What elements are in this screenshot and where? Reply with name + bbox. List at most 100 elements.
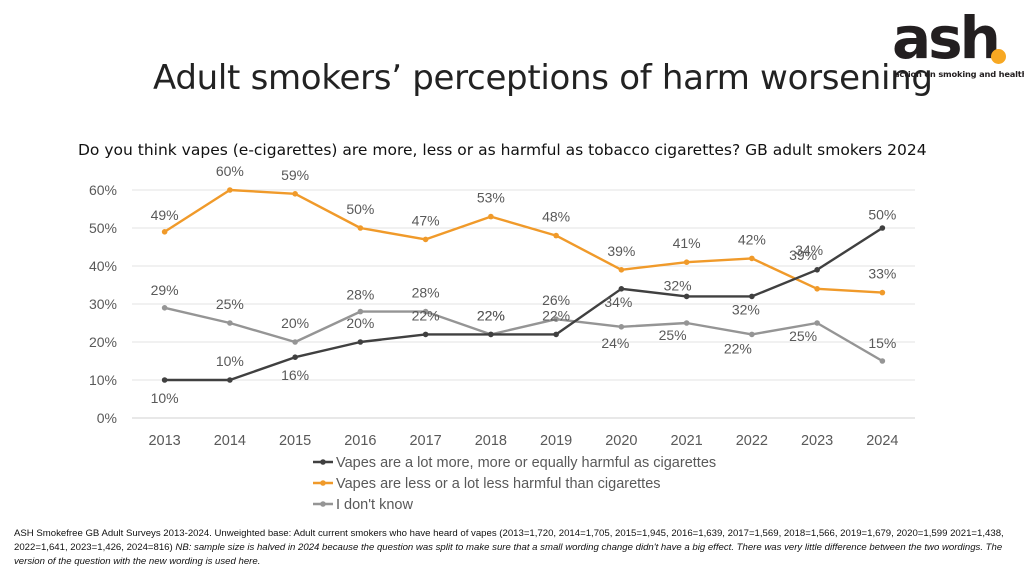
marker-more-harmful (292, 354, 298, 361)
x-tick-label: 2021 (670, 433, 702, 449)
label-less-harmful: 50% (346, 201, 374, 217)
marker-dont-know (749, 331, 755, 338)
logo-dot (991, 49, 1006, 64)
marker-dont-know (161, 305, 168, 311)
marker-more-harmful (553, 331, 559, 338)
marker-less-harmful (488, 213, 494, 220)
marker-more-harmful (227, 377, 233, 383)
label-more-harmful: 16% (281, 367, 309, 383)
x-tick-label: 2015 (279, 433, 311, 449)
x-tick-label: 2019 (540, 433, 572, 449)
line-more-harmful (164, 226, 884, 382)
x-tick-label: 2022 (736, 433, 768, 449)
marker-more-harmful (618, 286, 625, 292)
marker-more-harmful (488, 331, 494, 338)
marker-more-harmful (814, 267, 820, 273)
marker-more-harmful (749, 293, 755, 300)
footnote-note: NB: sample size is halved in 2024 becaus… (14, 542, 1003, 567)
marker-dont-know (357, 308, 364, 315)
label-less-harmful: 42% (738, 231, 766, 247)
marker-less-harmful (749, 255, 755, 262)
label-less-harmful: 48% (542, 209, 570, 225)
marker-more-harmful (161, 377, 168, 383)
label-more-harmful: 22% (412, 307, 440, 323)
label-more-harmful: 20% (346, 315, 374, 331)
footnote-source: ASH Smokefree GB Adult Surveys 2013-2024… (14, 528, 1004, 553)
y-tick-label: 60% (89, 182, 117, 198)
ash-logo: ash action on smoking and health (892, 6, 1024, 84)
marker-more-harmful (879, 225, 886, 231)
marker-less-harmful (553, 232, 559, 239)
label-dont-know: 25% (789, 328, 817, 344)
label-more-harmful: 32% (732, 301, 760, 317)
y-tick-label: 10% (89, 372, 117, 388)
marker-less-harmful (161, 229, 168, 235)
x-tick-label: 2023 (801, 433, 833, 449)
x-tick-label: 2020 (605, 433, 637, 449)
line-dont-know (164, 306, 883, 363)
marker-dont-know (814, 320, 820, 326)
marker-dont-know (683, 320, 690, 326)
label-more-harmful: 39% (789, 247, 817, 263)
label-dont-know: 26% (542, 292, 570, 308)
y-tick-label: 30% (89, 296, 117, 312)
label-dont-know: 22% (477, 307, 505, 323)
label-less-harmful: 47% (412, 212, 440, 228)
legend-label: I don't know (336, 497, 413, 513)
marker-dont-know (422, 308, 429, 315)
marker-less-harmful (292, 191, 298, 197)
legend-marker (320, 480, 326, 486)
label-less-harmful: 33% (868, 266, 896, 282)
line-less-harmful (163, 188, 883, 294)
marker-less-harmful (422, 236, 429, 243)
legend-label: Vapes are less or a lot less harmful tha… (336, 476, 661, 492)
label-more-harmful: 22% (542, 307, 570, 323)
label-more-harmful: 32% (664, 277, 692, 293)
label-dont-know: 29% (151, 282, 179, 298)
label-less-harmful: 49% (151, 207, 179, 223)
y-tick-label: 20% (89, 334, 117, 350)
marker-dont-know (227, 320, 233, 326)
x-tick-label: 2014 (214, 433, 246, 449)
marker-less-harmful (814, 286, 820, 292)
legend-marker (320, 459, 326, 465)
label-less-harmful: 39% (607, 243, 635, 259)
footnote: ASH Smokefree GB Adult Surveys 2013-2024… (14, 527, 1014, 569)
marker-less-harmful (683, 259, 690, 266)
marker-less-harmful (357, 225, 364, 231)
label-dont-know: 25% (659, 327, 687, 343)
marker-dont-know (879, 358, 886, 364)
x-tick-label: 2016 (344, 433, 376, 449)
marker-less-harmful (879, 289, 886, 296)
marker-dont-know (553, 316, 559, 323)
marker-more-harmful (422, 331, 429, 338)
label-less-harmful: 60% (216, 163, 244, 179)
marker-less-harmful (227, 187, 233, 193)
x-tick-label: 2024 (866, 433, 898, 449)
label-less-harmful: 41% (673, 235, 701, 251)
marker-more-harmful (683, 293, 690, 300)
label-less-harmful: 53% (477, 190, 505, 206)
chart-title: Do you think vapes (e-cigarettes) are mo… (78, 141, 927, 159)
label-dont-know: 25% (216, 296, 244, 312)
page-title: Adult smokers’ perceptions of harm worse… (153, 58, 933, 98)
marker-dont-know (292, 339, 298, 345)
label-dont-know: 15% (868, 335, 896, 351)
marker-dont-know (618, 324, 625, 330)
label-more-harmful: 34% (604, 294, 632, 310)
label-less-harmful: 34% (795, 242, 823, 258)
x-tick-label: 2017 (409, 433, 441, 449)
label-dont-know: 28% (346, 287, 374, 303)
logo-tagline: action on smoking and health (894, 69, 1024, 79)
label-more-harmful: 22% (477, 307, 505, 323)
label-more-harmful: 50% (868, 207, 896, 223)
label-more-harmful: 10% (216, 353, 244, 369)
legend-label: Vapes are a lot more, more or equally ha… (336, 455, 716, 471)
y-tick-label: 0% (97, 410, 117, 426)
logo-word: ash (892, 4, 1001, 72)
label-less-harmful: 59% (281, 167, 309, 183)
y-tick-label: 50% (89, 220, 117, 236)
marker-more-harmful (357, 339, 364, 345)
label-more-harmful: 10% (151, 390, 179, 406)
